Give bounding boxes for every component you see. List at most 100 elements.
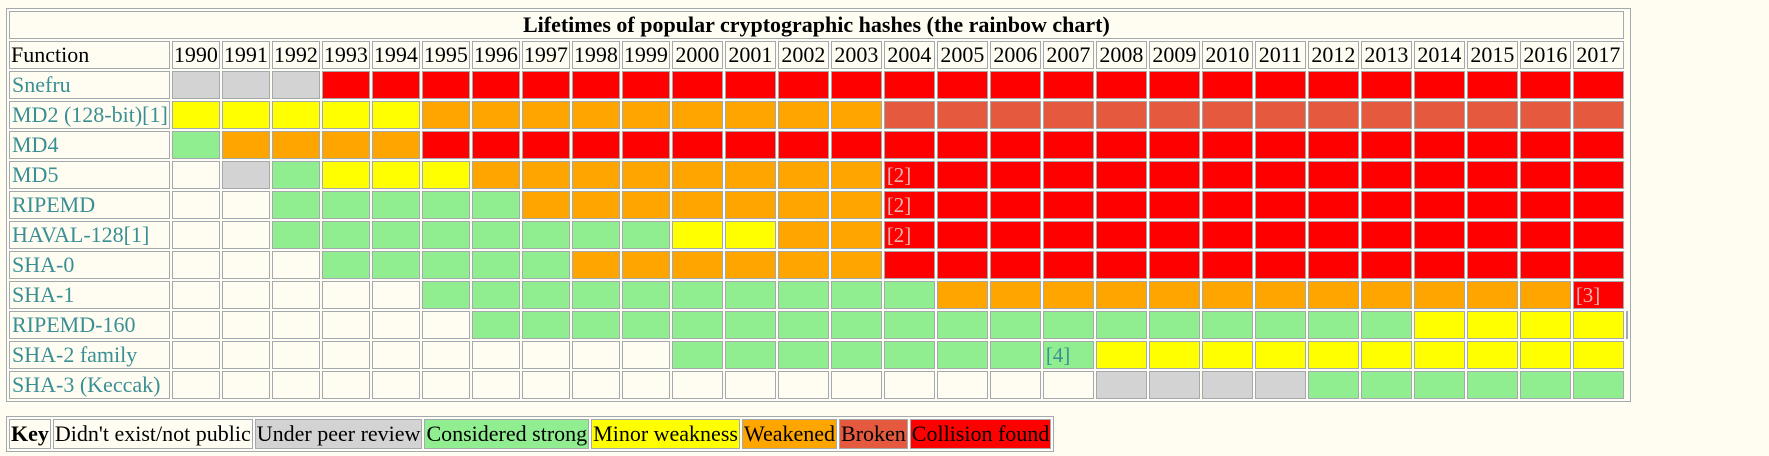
legend-row: Key Didn't exist/not public Under peer re… bbox=[9, 419, 1052, 449]
status-cell bbox=[1307, 341, 1359, 369]
status-cell bbox=[1042, 191, 1094, 219]
status-cell bbox=[1042, 221, 1094, 249]
status-cell bbox=[471, 101, 520, 129]
status-cell bbox=[830, 191, 882, 219]
status-cell bbox=[421, 221, 470, 249]
table-row: Snefru bbox=[9, 71, 1628, 99]
status-cell bbox=[1413, 371, 1465, 399]
hash-function-link[interactable]: HAVAL-128[1] bbox=[9, 221, 170, 249]
status-cell bbox=[1095, 281, 1147, 309]
status-cell bbox=[621, 371, 670, 399]
hash-function-link[interactable]: RIPEMD bbox=[9, 191, 170, 219]
status-cell bbox=[271, 371, 320, 399]
status-cell bbox=[1042, 371, 1094, 399]
status-cell bbox=[1095, 101, 1147, 129]
status-cell bbox=[421, 251, 470, 279]
status-cell bbox=[1572, 251, 1624, 279]
status-cell bbox=[1360, 161, 1412, 189]
status-cell bbox=[221, 161, 270, 189]
status-cell bbox=[883, 131, 935, 159]
year-header-2009: 2009 bbox=[1148, 41, 1200, 69]
status-cell bbox=[221, 281, 270, 309]
hash-function-link[interactable]: SHA-3 (Keccak) bbox=[9, 371, 170, 399]
status-cell bbox=[571, 221, 620, 249]
status-cell bbox=[1201, 161, 1253, 189]
hash-function-link[interactable]: SHA-0 bbox=[9, 251, 170, 279]
hash-function-link[interactable]: MD5 bbox=[9, 161, 170, 189]
status-cell bbox=[571, 191, 620, 219]
status-cell bbox=[471, 251, 520, 279]
status-cell bbox=[171, 251, 220, 279]
status-cell bbox=[989, 71, 1041, 99]
hash-function-link[interactable]: SHA-1 bbox=[9, 281, 170, 309]
status-cell bbox=[1360, 191, 1412, 219]
status-cell bbox=[1201, 101, 1253, 129]
status-cell bbox=[1413, 131, 1465, 159]
status-cell bbox=[371, 341, 420, 369]
hash-function-link[interactable]: Snefru bbox=[9, 71, 170, 99]
status-cell bbox=[936, 71, 988, 99]
status-cell bbox=[1201, 371, 1253, 399]
status-cell bbox=[1519, 371, 1571, 399]
hash-function-link[interactable]: MD2 (128-bit)[1] bbox=[9, 101, 170, 129]
hash-function-link[interactable]: MD4 bbox=[9, 131, 170, 159]
status-cell bbox=[1095, 191, 1147, 219]
status-cell bbox=[321, 131, 370, 159]
status-cell bbox=[1254, 371, 1306, 399]
status-cell bbox=[471, 221, 520, 249]
status-cell bbox=[1519, 161, 1571, 189]
status-cell bbox=[724, 161, 776, 189]
hash-function-link[interactable]: SHA-2 family bbox=[9, 341, 170, 369]
status-cell bbox=[621, 161, 670, 189]
status-cell bbox=[724, 191, 776, 219]
status-cell bbox=[571, 251, 620, 279]
reference-link[interactable]: [2] bbox=[886, 163, 912, 187]
status-cell bbox=[271, 191, 320, 219]
hash-function-link[interactable]: RIPEMD-160 bbox=[9, 311, 170, 339]
table-row: MD4 bbox=[9, 131, 1628, 159]
reference-link[interactable]: [2] bbox=[886, 223, 912, 247]
status-cell bbox=[671, 101, 723, 129]
status-cell bbox=[171, 221, 220, 249]
status-cell bbox=[1148, 191, 1200, 219]
status-cell bbox=[883, 341, 935, 369]
status-cell bbox=[724, 311, 776, 339]
legend-title: Key bbox=[9, 419, 51, 449]
status-cell bbox=[724, 281, 776, 309]
table-row: RIPEMD [2] bbox=[9, 191, 1628, 219]
status-cell bbox=[1254, 251, 1306, 279]
year-header-1997: 1997 bbox=[521, 41, 570, 69]
reference-link[interactable]: [3] bbox=[1575, 283, 1601, 307]
status-cell bbox=[1519, 221, 1571, 249]
status-cell bbox=[1360, 281, 1412, 309]
status-cell: [4] bbox=[1042, 341, 1094, 369]
status-cell bbox=[1148, 161, 1200, 189]
status-cell bbox=[883, 281, 935, 309]
status-cell bbox=[936, 161, 988, 189]
reference-link[interactable]: [2] bbox=[886, 193, 912, 217]
status-cell bbox=[777, 221, 829, 249]
status-cell bbox=[271, 161, 320, 189]
status-cell bbox=[1413, 281, 1465, 309]
status-cell bbox=[571, 71, 620, 99]
status-cell bbox=[1519, 281, 1571, 309]
status-cell bbox=[1201, 191, 1253, 219]
status-cell bbox=[521, 161, 570, 189]
year-header-row: Function 1990 1991 1992 1993 1994 1995 1996 199… bbox=[9, 41, 1628, 69]
status-cell bbox=[989, 281, 1041, 309]
year-header-2003: 2003 bbox=[830, 41, 882, 69]
status-cell bbox=[989, 191, 1041, 219]
status-cell bbox=[1307, 101, 1359, 129]
table-title: Lifetimes of popular cryptographic hashe… bbox=[9, 11, 1624, 39]
status-cell bbox=[371, 131, 420, 159]
reference-link[interactable]: [4] bbox=[1045, 343, 1071, 367]
status-cell bbox=[521, 251, 570, 279]
status-cell bbox=[321, 341, 370, 369]
status-cell bbox=[1466, 221, 1518, 249]
status-cell bbox=[321, 371, 370, 399]
status-cell bbox=[1413, 161, 1465, 189]
status-cell bbox=[1625, 311, 1628, 339]
year-header-1999: 1999 bbox=[621, 41, 670, 69]
status-cell bbox=[621, 131, 670, 159]
status-cell bbox=[1307, 191, 1359, 219]
